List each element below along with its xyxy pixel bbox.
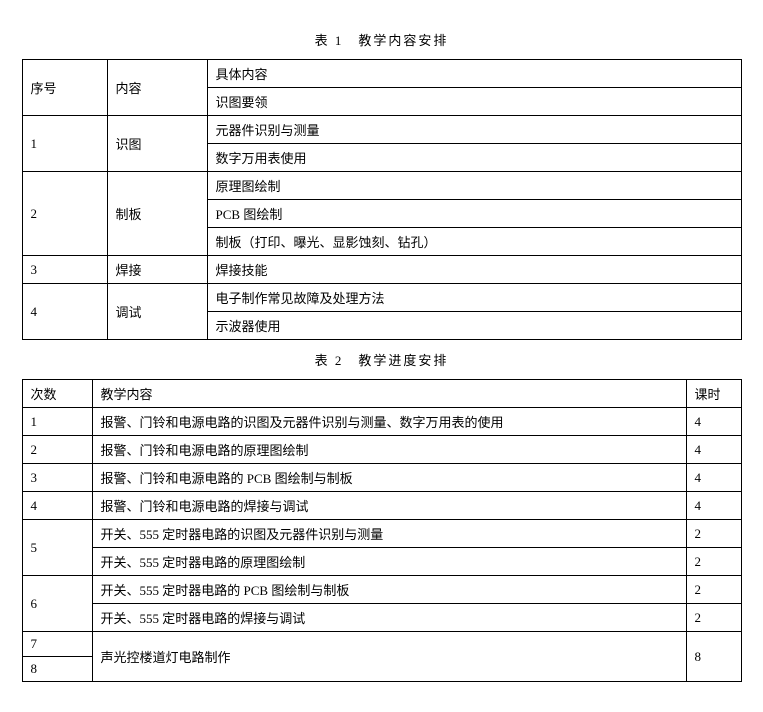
table1-seq: 1 [22, 116, 107, 172]
table1-header-row: 序号 内容 具体内容 [22, 60, 741, 88]
table-row: 2 制板 原理图绘制 [22, 172, 741, 200]
table1-topic: 识图 [107, 116, 207, 172]
table2-caption: 表 2 教学进度安排 [20, 350, 743, 369]
table2-header-row: 次数 教学内容 课时 [22, 380, 741, 408]
table2-num: 2 [22, 436, 92, 464]
table1-seq: 2 [22, 172, 107, 256]
table2: 次数 教学内容 课时 1 报警、门铃和电源电路的识图及元器件识别与测量、数字万用… [22, 379, 742, 682]
table1-topic: 焊接 [107, 256, 207, 284]
table2-hours: 4 [686, 492, 741, 520]
table2-num: 5 [22, 520, 92, 576]
table1-cell: 示波器使用 [207, 312, 741, 340]
table1-caption: 表 1 教学内容安排 [20, 30, 743, 49]
table2-content: 报警、门铃和电源电路的 PCB 图绘制与制板 [92, 464, 686, 492]
table2-num: 4 [22, 492, 92, 520]
table2-hours: 2 [686, 548, 741, 576]
table2-num: 8 [22, 657, 92, 682]
table2-num: 1 [22, 408, 92, 436]
table2-content: 开关、555 定时器电路的原理图绘制 [92, 548, 686, 576]
table1-cell: 电子制作常见故障及处理方法 [207, 284, 741, 312]
table1-header-detail: 具体内容 [207, 60, 741, 88]
table1-cell: PCB 图绘制 [207, 200, 741, 228]
table-row: 3 报警、门铃和电源电路的 PCB 图绘制与制板 4 [22, 464, 741, 492]
table2-hours: 2 [686, 520, 741, 548]
table1-cell: 识图要领 [207, 88, 741, 116]
table-row: 4 调试 电子制作常见故障及处理方法 [22, 284, 741, 312]
table-row: 开关、555 定时器电路的原理图绘制 2 [22, 548, 741, 576]
table1: 序号 内容 具体内容 识图要领 1 识图 元器件识别与测量 数字万用表使用 2 … [22, 59, 742, 340]
table2-content: 报警、门铃和电源电路的焊接与调试 [92, 492, 686, 520]
table-row: 1 识图 元器件识别与测量 [22, 116, 741, 144]
table2-content: 开关、555 定时器电路的 PCB 图绘制与制板 [92, 576, 686, 604]
table1-cell: 原理图绘制 [207, 172, 741, 200]
table1-seq: 3 [22, 256, 107, 284]
table1-cell: 焊接技能 [207, 256, 741, 284]
table-row: 5 开关、555 定时器电路的识图及元器件识别与测量 2 [22, 520, 741, 548]
table2-hours: 4 [686, 408, 741, 436]
table1-seq: 4 [22, 284, 107, 340]
table1-cell: 制板（打印、曝光、显影蚀刻、钻孔） [207, 228, 741, 256]
table2-header-hours: 课时 [686, 380, 741, 408]
table2-hours: 8 [686, 632, 741, 682]
table2-hours: 4 [686, 436, 741, 464]
table2-num: 7 [22, 632, 92, 657]
table1-topic: 制板 [107, 172, 207, 256]
table-row: 2 报警、门铃和电源电路的原理图绘制 4 [22, 436, 741, 464]
table2-content: 开关、555 定时器电路的焊接与调试 [92, 604, 686, 632]
table2-content: 报警、门铃和电源电路的识图及元器件识别与测量、数字万用表的使用 [92, 408, 686, 436]
table2-hours: 4 [686, 464, 741, 492]
table2-hours: 2 [686, 604, 741, 632]
table-row: 1 报警、门铃和电源电路的识图及元器件识别与测量、数字万用表的使用 4 [22, 408, 741, 436]
table2-hours: 2 [686, 576, 741, 604]
table1-topic: 调试 [107, 284, 207, 340]
table1-cell: 数字万用表使用 [207, 144, 741, 172]
table-row: 4 报警、门铃和电源电路的焊接与调试 4 [22, 492, 741, 520]
table-row: 7 声光控楼道灯电路制作 8 [22, 632, 741, 657]
table2-header-content: 教学内容 [92, 380, 686, 408]
table2-content: 声光控楼道灯电路制作 [92, 632, 686, 682]
table2-num: 3 [22, 464, 92, 492]
table2-num: 6 [22, 576, 92, 632]
table-row: 3 焊接 焊接技能 [22, 256, 741, 284]
table1-header-topic: 内容 [107, 60, 207, 116]
table2-header-num: 次数 [22, 380, 92, 408]
table-row: 开关、555 定时器电路的焊接与调试 2 [22, 604, 741, 632]
table2-content: 开关、555 定时器电路的识图及元器件识别与测量 [92, 520, 686, 548]
table1-header-seq: 序号 [22, 60, 107, 116]
table-row: 6 开关、555 定时器电路的 PCB 图绘制与制板 2 [22, 576, 741, 604]
table2-content: 报警、门铃和电源电路的原理图绘制 [92, 436, 686, 464]
table1-cell: 元器件识别与测量 [207, 116, 741, 144]
